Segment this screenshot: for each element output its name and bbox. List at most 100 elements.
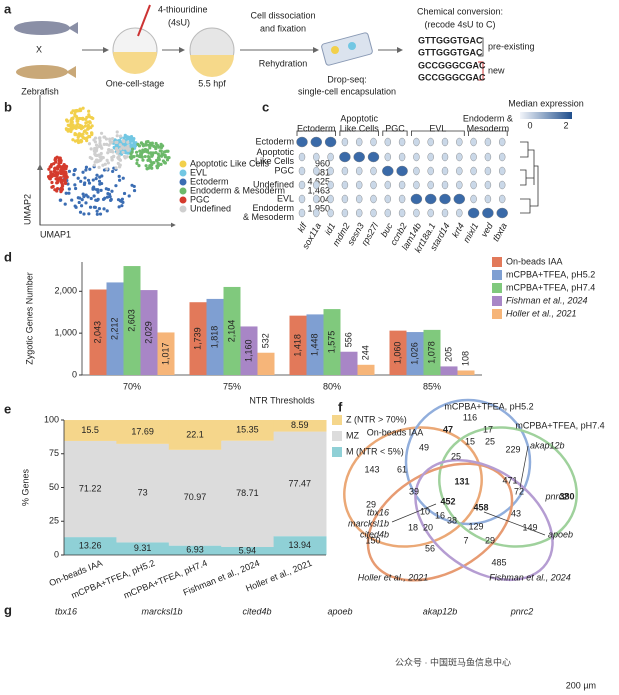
umap-dot [141, 158, 145, 162]
value-label: 1,026 [409, 342, 419, 365]
x-tick-label: 85% [423, 381, 441, 391]
label: Zebrafish [21, 86, 59, 96]
violin [482, 207, 494, 219]
umap-dot [159, 162, 163, 166]
umap-dot [72, 168, 77, 173]
legend-label: Holler et al., 2021 [506, 308, 577, 318]
umap-dot [82, 129, 86, 134]
umap-dot [81, 106, 85, 110]
violin [413, 208, 420, 218]
bar [306, 314, 324, 375]
violin [427, 166, 434, 176]
violin [456, 180, 463, 190]
x-tick-label: 70% [123, 381, 141, 391]
umap-dot [115, 130, 119, 134]
violin [484, 166, 492, 176]
legend-swatch [179, 187, 187, 195]
value-label: 556 [343, 332, 353, 347]
violin [324, 136, 337, 148]
umap-dot [137, 164, 141, 168]
label: Undefined [253, 179, 294, 189]
gene-annotation: apoeb [548, 529, 573, 539]
umap-dot [98, 212, 103, 216]
violin [427, 152, 434, 162]
umap-dot [135, 161, 139, 165]
umap-dot [73, 114, 77, 118]
violin [356, 180, 363, 190]
umap-dot [77, 200, 81, 205]
label: Endoderm & [463, 113, 513, 123]
label: GTTGGGTGAC [418, 35, 483, 45]
violin [313, 166, 320, 176]
umap-dot [76, 109, 80, 113]
y-tick-label: 0 [72, 369, 77, 379]
label: 2 [563, 120, 568, 130]
violin [370, 194, 377, 204]
umap-dot [147, 151, 151, 155]
umap-dot [81, 125, 85, 129]
umap-dot [85, 115, 89, 119]
area-segment [116, 542, 170, 555]
legend-swatch [179, 160, 187, 168]
umap-dot [143, 147, 148, 152]
violin [384, 194, 391, 204]
umap-dot [93, 136, 98, 140]
violin [370, 180, 377, 190]
gene-annotation: tbx16 [367, 507, 389, 517]
umap-dot [98, 175, 102, 179]
bar [289, 315, 307, 375]
umap-dot [131, 138, 135, 142]
umap-dot [96, 188, 100, 192]
label: PGC [274, 165, 294, 175]
value-label: 1,818 [209, 326, 219, 349]
umap-dot [117, 174, 121, 178]
umap-dot [159, 145, 164, 150]
umap-dot [93, 140, 98, 144]
umap-dot [74, 186, 78, 191]
label: % Genes [20, 468, 30, 506]
colorbar [520, 112, 572, 119]
violin [370, 208, 377, 218]
venn-count: 61 [397, 464, 407, 474]
violin [341, 194, 349, 204]
venn-count: 15 [465, 436, 475, 446]
umap-dot [87, 113, 91, 117]
umap-dot [67, 187, 71, 191]
violin [441, 166, 449, 176]
umap-dot [77, 134, 81, 138]
violin [327, 180, 334, 190]
label: single-cell encapsulation [298, 86, 396, 96]
label: X [36, 44, 42, 54]
umap-dot [88, 167, 92, 171]
umap-dot [162, 150, 167, 154]
area-segment [64, 420, 117, 441]
label: Zygotic Genes Number [24, 272, 34, 365]
violin [470, 180, 477, 190]
area-segment [221, 440, 275, 547]
value-label: 2,212 [109, 317, 119, 340]
venn-count: 10 [420, 506, 430, 516]
violin [339, 151, 351, 163]
legend-label: Undefined [190, 203, 231, 213]
umap-dot [73, 204, 77, 208]
label: Rehydration [259, 58, 308, 68]
umap-dot [150, 151, 154, 155]
panel-label: c [262, 99, 269, 114]
label: and fixation [260, 23, 306, 33]
umap-dot [52, 162, 56, 166]
umap-dot [81, 116, 85, 120]
violin [484, 180, 492, 190]
value-label: 22.1 [186, 429, 204, 439]
value-label: 13.94 [289, 540, 312, 550]
umap-dot [87, 109, 91, 113]
legend-count: 4,625 [307, 176, 330, 186]
venn-count: 29 [366, 499, 376, 509]
value-label: 532 [260, 333, 270, 348]
venn-set-label: Holler et al., 2021 [358, 572, 429, 582]
umap-dot [92, 194, 96, 198]
umap-dot [67, 191, 71, 195]
umap-dot [82, 195, 86, 199]
bar [123, 266, 141, 375]
violin [470, 166, 477, 176]
area-segment [221, 546, 275, 555]
